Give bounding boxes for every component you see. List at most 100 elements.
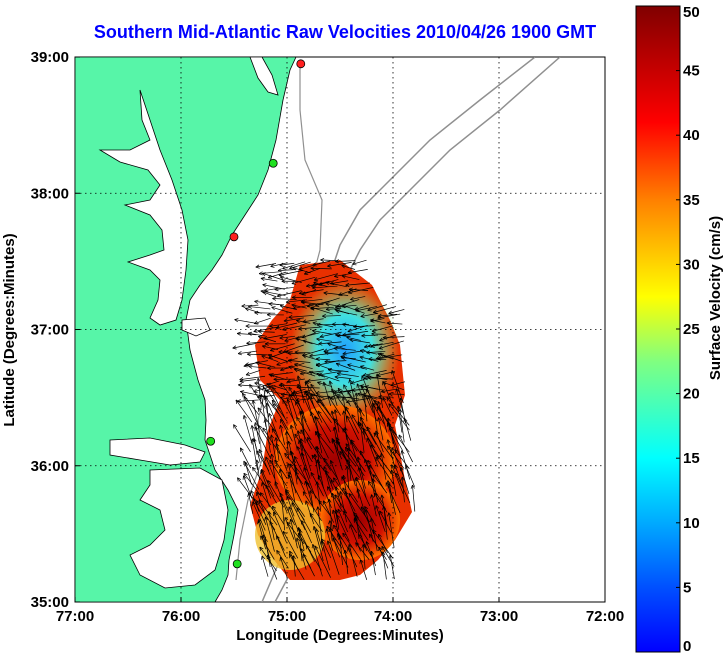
velocity-arrow-head — [278, 351, 283, 354]
velocity-arrow — [280, 276, 302, 283]
velocity-arrow — [310, 267, 332, 270]
velocity-arrow-head — [298, 290, 303, 294]
velocity-arrow-head — [248, 364, 253, 367]
velocity-arrow-head — [336, 333, 341, 337]
velocity-arrow-head — [279, 337, 284, 340]
colorbar-tick-label: 5 — [683, 579, 691, 596]
velocity-arrow-head — [372, 402, 376, 406]
velocity-arrow-head — [268, 511, 272, 515]
velocity-arrow — [270, 343, 295, 352]
velocity-arrow-head — [279, 276, 284, 280]
velocity-arrow-head — [324, 350, 329, 354]
velocity-arrow — [254, 317, 271, 324]
velocity-arrow — [313, 526, 324, 561]
velocity-arrow — [377, 313, 397, 317]
velocity-arrow-head — [388, 393, 393, 397]
velocity-arrow-head — [288, 474, 292, 478]
velocity-arrow-head — [259, 546, 264, 550]
velocity-arrow — [300, 298, 323, 303]
velocity-arrow — [339, 535, 343, 566]
velocity-arrow-head — [373, 474, 377, 477]
velocity-arrow-head — [263, 338, 268, 341]
velocity-arrow — [368, 358, 387, 361]
velocity-arrow — [259, 492, 277, 514]
velocity-arrow — [362, 544, 366, 569]
velocity-arrow-head — [354, 392, 357, 397]
velocity-arrow — [368, 481, 385, 505]
velocity-arrow-head — [388, 403, 390, 408]
velocity-arrow-head — [302, 340, 307, 344]
velocity-arrow — [326, 528, 334, 551]
velocity-arrow-head — [279, 468, 283, 473]
velocity-arrow-head — [241, 303, 246, 307]
velocity-arrow-head — [345, 284, 350, 287]
velocity-arrow-head — [341, 396, 344, 401]
velocity-arrow-head — [352, 263, 357, 266]
velocity-arrow-head — [334, 486, 337, 491]
velocity-arrow-head — [372, 478, 376, 483]
velocity-arrow-head — [316, 337, 321, 340]
velocity-arrow — [373, 432, 394, 460]
velocity-arrow — [388, 427, 402, 460]
velocity-arrow-head — [371, 331, 377, 333]
velocity-arrow — [340, 356, 366, 363]
velocity-arrow — [295, 471, 306, 494]
velocity-arrow — [304, 381, 325, 407]
velocity-arrow-head — [261, 355, 265, 359]
velocity-arrow — [300, 438, 312, 472]
velocity-arrow — [360, 365, 375, 371]
velocity-arrow — [274, 481, 288, 512]
velocity-arrow-head — [243, 415, 247, 419]
velocity-arrow-head — [254, 323, 259, 325]
velocity-arrow-head — [269, 326, 274, 328]
velocity-arrow-head — [332, 439, 334, 444]
velocity-arrow — [321, 541, 330, 571]
velocity-arrow-head — [331, 388, 333, 394]
velocity-arrow — [302, 553, 315, 577]
velocity-arrow-head — [294, 350, 299, 353]
velocity-arrow-head — [286, 381, 291, 384]
velocity-arrow — [345, 282, 370, 286]
velocity-arrow-head — [377, 401, 382, 405]
velocity-arrow-head — [280, 419, 284, 422]
velocity-arrow-head — [342, 396, 346, 401]
velocity-arrow-head — [312, 321, 317, 324]
velocity-arrow-head — [243, 460, 248, 464]
velocity-arrow-head — [339, 450, 344, 454]
velocity-arrow-head — [330, 479, 335, 483]
velocity-arrow-head — [247, 352, 251, 355]
velocity-arrow-head — [357, 421, 362, 425]
velocity-arrow-head — [270, 374, 275, 377]
velocity-arrow-head — [398, 434, 403, 438]
velocity-arrow-head — [261, 482, 263, 487]
velocity-arrow-head — [248, 331, 253, 334]
velocity-arrow-head — [268, 303, 273, 307]
velocity-arrow-head — [317, 398, 322, 402]
velocity-arrow-head — [362, 544, 366, 548]
velocity-arrow-head — [360, 559, 364, 563]
velocity-arrow — [297, 375, 305, 404]
velocity-arrow-head — [366, 350, 371, 353]
velocity-arrow — [272, 505, 285, 525]
velocity-arrow-head — [315, 305, 320, 307]
velocity-arrow — [398, 434, 413, 463]
velocity-arrow — [246, 341, 266, 344]
velocity-arrow-head — [248, 306, 252, 309]
velocity-arrow-head — [318, 284, 323, 287]
velocity-arrow-head — [247, 493, 249, 498]
velocity-arrow-head — [349, 440, 352, 445]
velocity-arrow-head — [232, 345, 237, 349]
velocity-arrow-head — [349, 379, 353, 383]
velocity-arrow-head — [317, 459, 321, 463]
velocity-arrow-head — [243, 396, 248, 400]
velocity-arrow-head — [306, 545, 310, 548]
velocity-arrow-head — [254, 310, 259, 314]
velocity-arrow-head — [348, 493, 350, 498]
velocity-arrow-head — [314, 545, 319, 549]
velocity-arrow-head — [291, 280, 296, 284]
velocity-arrow-head — [265, 484, 270, 488]
velocity-arrow — [318, 500, 332, 517]
velocity-arrow-head — [362, 394, 365, 399]
velocity-arrow-head — [388, 483, 392, 487]
velocity-arrow-head — [335, 261, 340, 264]
